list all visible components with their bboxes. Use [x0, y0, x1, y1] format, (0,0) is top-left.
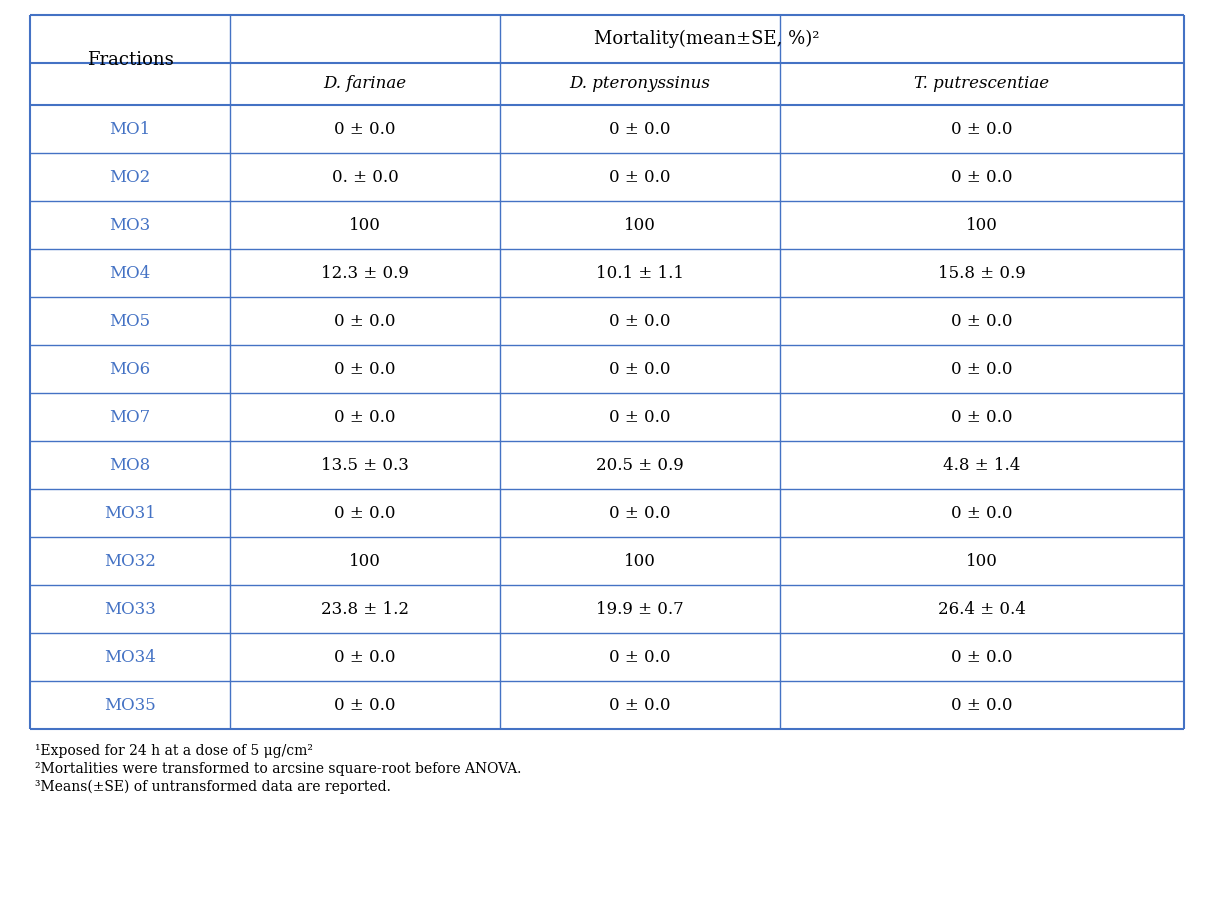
Text: 19.9 ± 0.7: 19.9 ± 0.7 [596, 600, 683, 618]
Text: MO31: MO31 [104, 504, 155, 522]
Text: 0 ± 0.0: 0 ± 0.0 [952, 360, 1012, 377]
Text: 0 ± 0.0: 0 ± 0.0 [952, 697, 1012, 714]
Text: 0 ± 0.0: 0 ± 0.0 [334, 121, 396, 138]
Text: MO8: MO8 [109, 456, 151, 473]
Text: 0 ± 0.0: 0 ± 0.0 [609, 697, 671, 714]
Text: 0 ± 0.0: 0 ± 0.0 [952, 313, 1012, 329]
Text: ³Means(±SE) of untransformed data are reported.: ³Means(±SE) of untransformed data are re… [35, 780, 391, 795]
Text: 0 ± 0.0: 0 ± 0.0 [609, 121, 671, 138]
Text: Fractions: Fractions [86, 51, 174, 69]
Text: 26.4 ± 0.4: 26.4 ± 0.4 [938, 600, 1026, 618]
Text: MO32: MO32 [104, 552, 155, 570]
Text: MO34: MO34 [104, 649, 155, 666]
Text: 13.5 ± 0.3: 13.5 ± 0.3 [320, 456, 409, 473]
Text: 0 ± 0.0: 0 ± 0.0 [334, 649, 396, 666]
Text: MO2: MO2 [109, 169, 151, 186]
Text: 0 ± 0.0: 0 ± 0.0 [952, 504, 1012, 522]
Text: MO4: MO4 [109, 265, 151, 281]
Text: 100: 100 [966, 217, 998, 233]
Text: MO33: MO33 [104, 600, 155, 618]
Text: 100: 100 [966, 552, 998, 570]
Text: 0 ± 0.0: 0 ± 0.0 [952, 121, 1012, 138]
Text: MO3: MO3 [109, 217, 151, 233]
Text: 0. ± 0.0: 0. ± 0.0 [331, 169, 398, 186]
Text: MO35: MO35 [104, 697, 155, 714]
Text: 0 ± 0.0: 0 ± 0.0 [334, 697, 396, 714]
Text: MO6: MO6 [109, 360, 151, 377]
Text: MO5: MO5 [109, 313, 151, 329]
Text: MO1: MO1 [109, 121, 151, 138]
Text: 0 ± 0.0: 0 ± 0.0 [952, 649, 1012, 666]
Text: 15.8 ± 0.9: 15.8 ± 0.9 [938, 265, 1026, 281]
Text: 100: 100 [350, 552, 381, 570]
Text: 0 ± 0.0: 0 ± 0.0 [609, 408, 671, 425]
Text: 0 ± 0.0: 0 ± 0.0 [609, 649, 671, 666]
Text: 100: 100 [350, 217, 381, 233]
Text: 0 ± 0.0: 0 ± 0.0 [609, 360, 671, 377]
Text: D. farinae: D. farinae [323, 75, 407, 93]
Text: 0 ± 0.0: 0 ± 0.0 [609, 313, 671, 329]
Text: T. putrescentiae: T. putrescentiae [914, 75, 1050, 93]
Text: D. pteronyssinus: D. pteronyssinus [569, 75, 710, 93]
Text: ¹Exposed for 24 h at a dose of 5 μg/cm²: ¹Exposed for 24 h at a dose of 5 μg/cm² [35, 744, 313, 758]
Text: 0 ± 0.0: 0 ± 0.0 [609, 504, 671, 522]
Text: 0 ± 0.0: 0 ± 0.0 [952, 408, 1012, 425]
Text: 4.8 ± 1.4: 4.8 ± 1.4 [943, 456, 1021, 473]
Text: Mortality(mean±SE, %)²: Mortality(mean±SE, %)² [594, 30, 819, 48]
Text: 10.1 ± 1.1: 10.1 ± 1.1 [596, 265, 683, 281]
Text: 0 ± 0.0: 0 ± 0.0 [334, 313, 396, 329]
Text: 0 ± 0.0: 0 ± 0.0 [952, 169, 1012, 186]
Text: 0 ± 0.0: 0 ± 0.0 [609, 169, 671, 186]
Text: 0 ± 0.0: 0 ± 0.0 [334, 408, 396, 425]
Text: 0 ± 0.0: 0 ± 0.0 [334, 360, 396, 377]
Text: ²Mortalities were transformed to arcsine square-root before ANOVA.: ²Mortalities were transformed to arcsine… [35, 762, 521, 776]
Text: 100: 100 [624, 552, 656, 570]
Text: 20.5 ± 0.9: 20.5 ± 0.9 [596, 456, 683, 473]
Text: 23.8 ± 1.2: 23.8 ± 1.2 [320, 600, 409, 618]
Text: 12.3 ± 0.9: 12.3 ± 0.9 [320, 265, 409, 281]
Text: 100: 100 [624, 217, 656, 233]
Text: 0 ± 0.0: 0 ± 0.0 [334, 504, 396, 522]
Text: MO7: MO7 [109, 408, 151, 425]
